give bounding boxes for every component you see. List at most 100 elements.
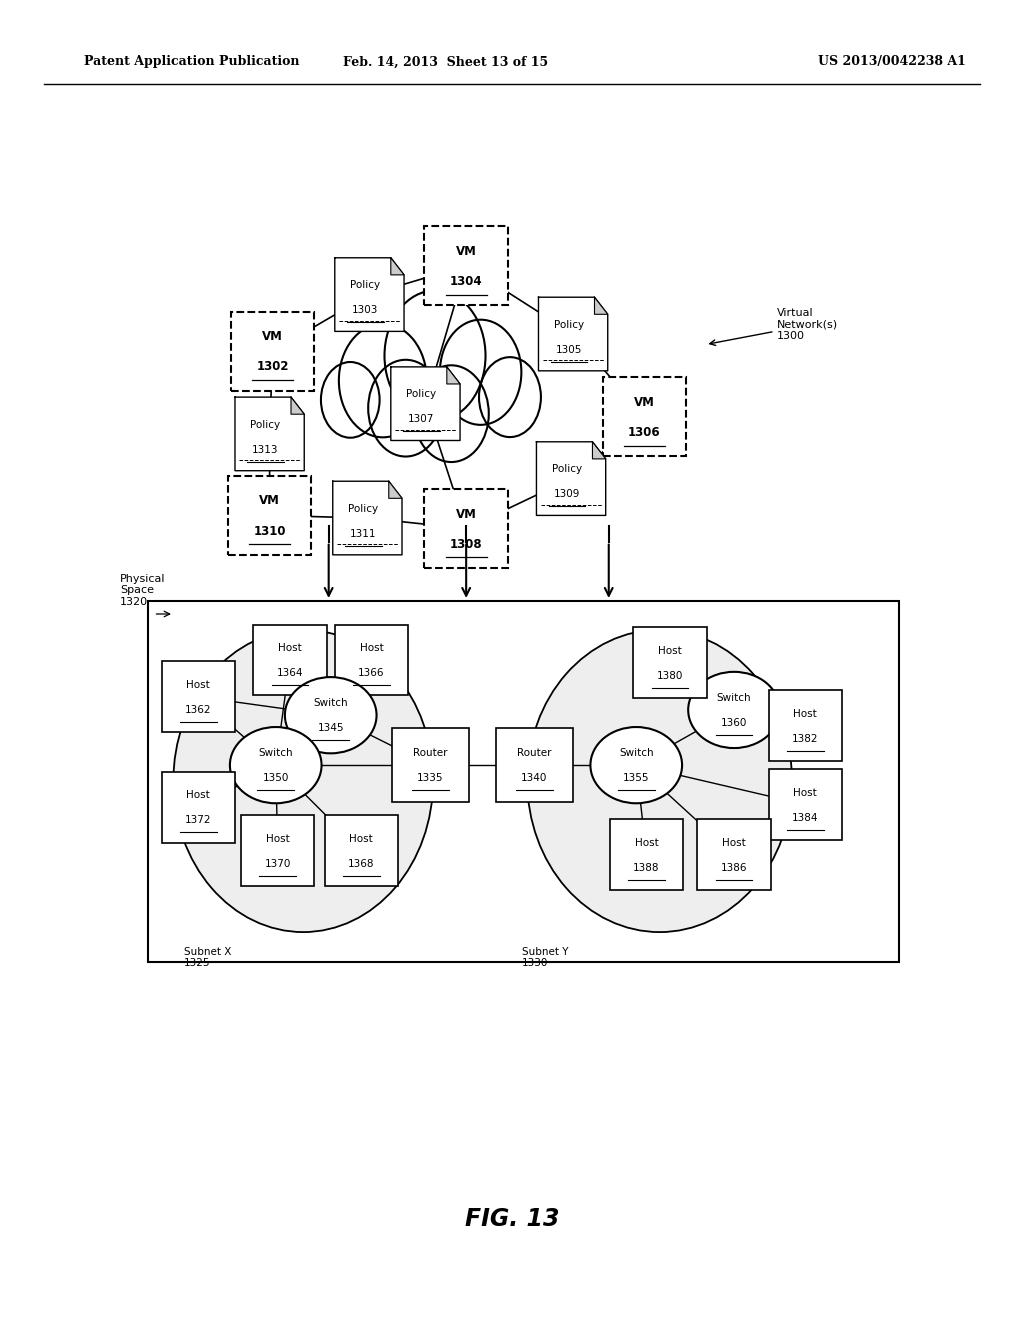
Text: VM: VM <box>634 396 654 409</box>
Circle shape <box>414 366 488 462</box>
Circle shape <box>384 290 485 421</box>
Text: Host: Host <box>658 645 682 656</box>
Text: 1350: 1350 <box>262 774 289 783</box>
Text: 1335: 1335 <box>417 774 443 783</box>
Text: Host: Host <box>186 680 210 690</box>
Circle shape <box>321 362 380 438</box>
Polygon shape <box>595 297 607 314</box>
Text: 1362: 1362 <box>185 705 212 715</box>
FancyBboxPatch shape <box>769 690 842 762</box>
FancyBboxPatch shape <box>633 627 707 698</box>
Text: Policy: Policy <box>251 420 281 430</box>
Text: Host: Host <box>635 838 658 847</box>
FancyBboxPatch shape <box>325 816 398 886</box>
Text: Host: Host <box>794 709 817 719</box>
Text: Host: Host <box>266 834 290 843</box>
Text: Policy: Policy <box>554 319 584 330</box>
Polygon shape <box>389 482 402 499</box>
Polygon shape <box>593 442 606 459</box>
Text: Switch: Switch <box>313 698 348 709</box>
Polygon shape <box>291 397 304 414</box>
Ellipse shape <box>688 672 780 748</box>
Text: 1355: 1355 <box>623 774 649 783</box>
FancyBboxPatch shape <box>241 816 314 886</box>
Text: 1372: 1372 <box>185 816 212 825</box>
Text: 1360: 1360 <box>721 718 748 729</box>
FancyBboxPatch shape <box>162 661 234 733</box>
Text: Host: Host <box>794 788 817 797</box>
Text: Host: Host <box>186 791 210 800</box>
FancyBboxPatch shape <box>148 601 899 962</box>
Text: 1305: 1305 <box>556 345 583 355</box>
Text: Router: Router <box>414 748 447 758</box>
Circle shape <box>440 319 521 425</box>
Text: 1370: 1370 <box>264 859 291 869</box>
Text: Patent Application Publication: Patent Application Publication <box>84 55 300 69</box>
Text: 1306: 1306 <box>628 426 660 440</box>
Text: 1309: 1309 <box>554 490 581 499</box>
FancyBboxPatch shape <box>392 729 469 803</box>
Ellipse shape <box>173 630 433 932</box>
Text: 1313: 1313 <box>252 445 279 454</box>
Circle shape <box>369 360 443 457</box>
Text: 1340: 1340 <box>521 774 548 783</box>
Polygon shape <box>391 367 460 441</box>
Ellipse shape <box>527 630 793 932</box>
Text: 1302: 1302 <box>256 360 289 374</box>
Text: VM: VM <box>456 244 476 257</box>
FancyBboxPatch shape <box>335 624 409 696</box>
FancyBboxPatch shape <box>609 818 683 890</box>
Text: 1304: 1304 <box>450 275 482 288</box>
FancyBboxPatch shape <box>769 770 842 840</box>
Text: 1382: 1382 <box>792 734 818 744</box>
Text: 1311: 1311 <box>350 529 377 539</box>
Text: Subnet Y
1330: Subnet Y 1330 <box>522 946 568 968</box>
Text: VM: VM <box>259 495 280 507</box>
Text: 1310: 1310 <box>253 524 286 537</box>
Text: FIG. 13: FIG. 13 <box>465 1206 559 1230</box>
Text: Subnet X
1325: Subnet X 1325 <box>184 946 231 968</box>
Text: Switch: Switch <box>258 748 293 758</box>
Circle shape <box>479 358 541 437</box>
Text: Host: Host <box>349 834 373 843</box>
Text: VM: VM <box>456 508 476 520</box>
Text: Feb. 14, 2013  Sheet 13 of 15: Feb. 14, 2013 Sheet 13 of 15 <box>343 55 549 69</box>
Polygon shape <box>391 257 404 275</box>
Text: 1303: 1303 <box>352 305 379 315</box>
Text: 1384: 1384 <box>792 813 818 822</box>
FancyBboxPatch shape <box>253 624 327 696</box>
Text: Host: Host <box>359 643 383 653</box>
Polygon shape <box>446 367 460 384</box>
FancyBboxPatch shape <box>230 312 314 391</box>
Ellipse shape <box>591 727 682 804</box>
Text: Policy: Policy <box>552 465 582 474</box>
Text: 1345: 1345 <box>317 723 344 734</box>
Text: Router: Router <box>517 748 552 758</box>
Text: Policy: Policy <box>407 389 436 400</box>
Text: Policy: Policy <box>350 280 380 290</box>
FancyBboxPatch shape <box>424 490 508 568</box>
Circle shape <box>339 323 427 437</box>
FancyBboxPatch shape <box>228 477 311 554</box>
Text: 1307: 1307 <box>409 414 434 425</box>
Text: Physical
Space
1320: Physical Space 1320 <box>120 574 166 607</box>
Text: 1368: 1368 <box>348 859 375 869</box>
Text: VM: VM <box>262 330 283 343</box>
Text: 1364: 1364 <box>276 668 303 678</box>
Text: Switch: Switch <box>618 748 653 758</box>
FancyBboxPatch shape <box>162 772 234 842</box>
Text: US 2013/0042238 A1: US 2013/0042238 A1 <box>817 55 966 69</box>
Polygon shape <box>539 297 607 371</box>
Text: 1386: 1386 <box>721 863 748 873</box>
Polygon shape <box>333 482 402 554</box>
Ellipse shape <box>230 727 322 804</box>
Text: Policy: Policy <box>348 504 379 513</box>
Text: 1388: 1388 <box>633 863 659 873</box>
Polygon shape <box>537 442 606 515</box>
Text: Virtual
Network(s)
1300: Virtual Network(s) 1300 <box>777 308 838 342</box>
Polygon shape <box>335 257 404 331</box>
FancyBboxPatch shape <box>603 378 686 457</box>
FancyBboxPatch shape <box>697 818 771 890</box>
Ellipse shape <box>285 677 377 754</box>
Text: Switch: Switch <box>717 693 752 704</box>
